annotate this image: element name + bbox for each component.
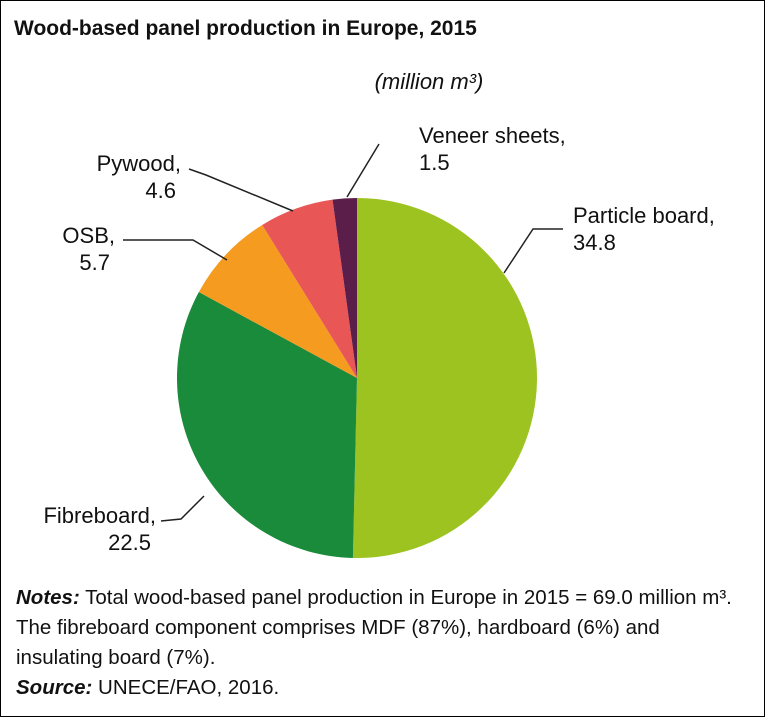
pie-slice [198, 224, 357, 378]
slice-label: Fibreboard, [43, 503, 156, 528]
pie-slice [176, 292, 357, 558]
notes-block: Notes: Total wood-based panel production… [16, 583, 751, 703]
slice-value: 1.5 [419, 150, 450, 175]
slice-value: 4.6 [145, 178, 176, 203]
leader-line [503, 228, 563, 274]
slice-label: Particle board, [573, 203, 715, 228]
chart-subtitle: (million m³) [375, 69, 484, 94]
pie-slice [332, 198, 357, 378]
slice-value: 5.7 [79, 250, 110, 275]
notes: Notes: Total wood-based panel production… [16, 583, 751, 673]
leader-line [346, 143, 380, 198]
slice-label: Veneer sheets, [419, 123, 566, 148]
notes-label: Notes: [16, 586, 80, 609]
source-label: Source: [16, 676, 93, 699]
chart: Wood-based panel production in Europe, 2… [14, 17, 715, 558]
chart-title: Wood-based panel production in Europe, 2… [14, 17, 477, 40]
pie-slice [352, 197, 538, 558]
slice-label: OSB, [62, 223, 115, 248]
slice-value: 22.5 [108, 530, 151, 555]
source-text: UNECE/FAO, 2016. [98, 676, 280, 699]
slice-value: 34.8 [573, 230, 616, 255]
leader-line [123, 239, 228, 261]
notes-text: Total wood-based panel production in Eur… [16, 586, 732, 669]
leader-line [188, 168, 294, 212]
pie-slice [262, 199, 357, 378]
slice-label: Pywood, [97, 151, 181, 176]
leader-line [160, 495, 205, 522]
source: Source: UNECE/FAO, 2016. [16, 673, 751, 703]
